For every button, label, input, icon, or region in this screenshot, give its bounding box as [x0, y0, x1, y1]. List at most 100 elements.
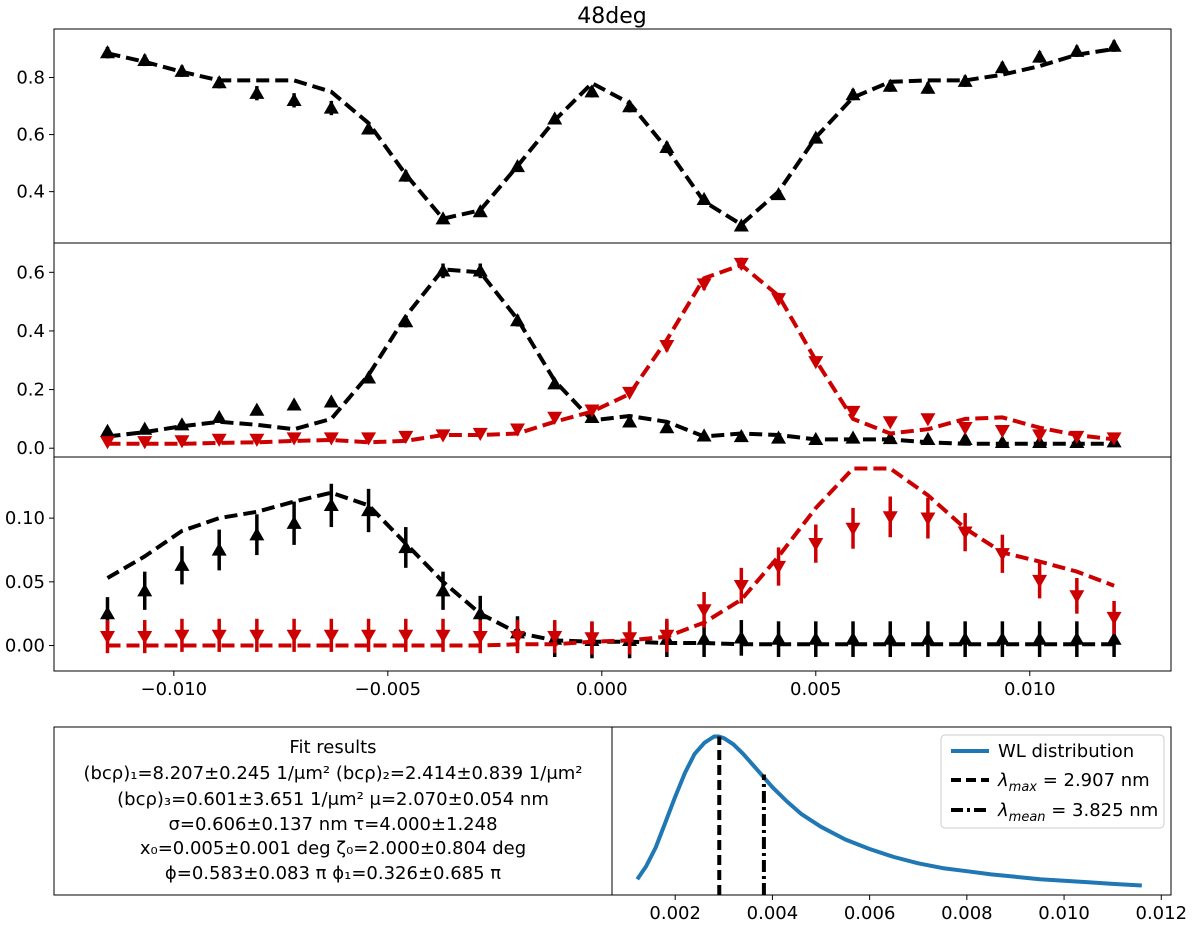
panel3-red-data-point	[771, 560, 787, 575]
panel2-ytick-label: 0.0	[16, 438, 45, 459]
panel3-black-data-point	[957, 631, 973, 645]
fit-results-line-5: ϕ=0.583±0.083 π ϕ₁=0.326±0.685 π	[165, 863, 501, 884]
wl_panel-xtick-label: 0.002	[649, 903, 701, 924]
panel2-red-data-point	[1032, 429, 1048, 443]
wl-legend: WL distribution λmax = 2.907 nm λmean = …	[940, 734, 1165, 829]
fit-results-line-2: (bᴄρ)₃=0.601±3.651 1/μm² μ=2.070±0.054 n…	[117, 789, 549, 810]
panel3-red-data-point	[1106, 611, 1122, 625]
panel3-xtick-label: 0.000	[576, 679, 628, 700]
panel3-red-data-point	[323, 629, 339, 643]
panel3-red-data-point	[249, 629, 265, 643]
panel1-fit-line	[107, 47, 1115, 227]
panel2-black-data-point	[659, 420, 675, 434]
wl_panel-xtick-label: 0.010	[1038, 903, 1090, 924]
panel2-black-data-point	[99, 423, 115, 437]
panel3-red-data-point	[808, 537, 824, 552]
panel2-black-data-point	[323, 394, 339, 408]
panel2-red-data-point	[361, 432, 377, 446]
panel2-ytick-label: 0.2	[16, 380, 45, 401]
panel3-black-data-point	[920, 631, 936, 645]
panel3-black-data-point	[211, 542, 227, 556]
panel3-red-data-point	[696, 604, 712, 618]
panel-top-frame	[53, 28, 1172, 244]
panel1-data-point	[994, 60, 1010, 74]
legend-lambda-max-sub: max	[1009, 780, 1038, 795]
panel-middle: 0.0 0.2 0.4 0.6	[16, 242, 1172, 459]
panel2-red-data-point	[137, 436, 153, 450]
fit-results-title: Fit results	[289, 737, 376, 758]
wl_panel-xtick-label: 0.012	[1136, 903, 1188, 924]
panel3-black-data-point	[733, 630, 749, 644]
panel-bottom: 0.00 0.05 0.10 −0.010 −0.005 0.000 0.005 0.010	[5, 456, 1172, 700]
wl-distribution-panel: 0.002 0.004 0.006 0.008 0.010 0.012 WL distri…	[611, 726, 1188, 924]
panel1-data-point	[435, 211, 451, 225]
panel3-black-data-point	[323, 497, 339, 512]
panel3-red-data-point	[99, 630, 115, 645]
panel3-red-data-point	[286, 629, 302, 643]
panel2-black-data-point	[249, 402, 265, 416]
panel3-red-data-point	[733, 580, 749, 594]
panel2-ytick-label: 0.4	[16, 321, 45, 342]
fit-results-box: Fit results (bᴄρ)₁=8.207±0.245 1/μm² (bᴄ…	[53, 726, 613, 896]
wl-panel-frame	[611, 726, 1172, 896]
panel3-red-data-point	[398, 629, 414, 643]
panel3-red-data-point	[845, 522, 861, 536]
panel2-black-data-point	[845, 430, 861, 444]
panel3-black-data-point	[435, 583, 451, 597]
panel3-black-data-point	[994, 631, 1010, 645]
panel3-red-data-point	[1032, 574, 1048, 589]
panel-bottom-frame	[53, 456, 1172, 672]
panel3-black-data-point	[1106, 631, 1122, 645]
panel3-xtick-label: −0.010	[141, 679, 208, 700]
panel3-ytick-label: 0.00	[5, 636, 45, 657]
panel3-red-data-point	[472, 630, 488, 645]
panel2-red-data-point	[174, 435, 190, 449]
panel3-ytick-label: 0.10	[5, 508, 45, 529]
panel3-black-data-point	[1069, 631, 1085, 645]
wl-legend-frame	[940, 734, 1165, 829]
panel3-black-data-point	[361, 503, 377, 517]
fit-results-line-1: (bᴄρ)₁=8.207±0.245 1/μm² (bᴄρ)₂=2.414±0.…	[83, 763, 582, 784]
panel3-black-data-point	[137, 583, 153, 597]
panel2-red-data-point	[249, 433, 265, 447]
panel-top: 0.4 0.6 0.8	[16, 28, 1172, 244]
legend-lambda-mean-symbol: λ	[997, 800, 1009, 821]
legend-lambda-max-value: = 2.907 nm	[1037, 770, 1150, 791]
wl_panel-xtick-label: 0.006	[844, 903, 896, 924]
panel3-red-data-point	[920, 512, 936, 526]
panel2-red-data-point	[323, 432, 339, 446]
panel3-red-data-point	[361, 629, 377, 643]
panel1-data-point	[1106, 38, 1122, 52]
panel2-red-data-point	[771, 293, 787, 307]
panel1-data-point	[957, 73, 973, 87]
panel3-black-data-point	[845, 631, 861, 645]
panel3-red-data-point	[211, 629, 227, 643]
panel3-red-data-point	[137, 630, 153, 645]
panel3-black-data-point	[771, 631, 787, 645]
panel1-data-point	[323, 100, 339, 114]
panel1-data-point	[1032, 49, 1048, 63]
panel1-data-point	[920, 80, 936, 94]
fit-results-line-3: σ=0.606±0.137 nm τ=4.000±1.248	[168, 814, 497, 835]
legend-label-lambda-max: λmax = 2.907 nm	[997, 770, 1150, 795]
legend-lambda-mean-value: = 3.825 nm	[1046, 800, 1159, 821]
panel3-red-data-point	[1069, 590, 1085, 604]
panel-middle-frame	[53, 242, 1172, 458]
panel3-black-data-point	[286, 515, 302, 529]
wl_panel-wl-distribution-line	[635, 734, 1142, 888]
panel1-data-point	[733, 218, 749, 232]
panel2-black-data-point	[286, 397, 302, 411]
panel2-red-fit-line	[107, 263, 1115, 446]
panel2-black-data-point	[733, 428, 749, 443]
panel3-red-data-point	[435, 629, 451, 643]
panel2-red-data-point	[994, 424, 1010, 439]
panel3-black-data-point	[99, 606, 115, 620]
panel1-data-point	[249, 85, 265, 99]
panel2-red-data-point	[920, 413, 936, 427]
panel2-black-fit-line	[107, 267, 1115, 446]
panel2-red-data-point	[99, 436, 115, 450]
panel3-red-data-point	[547, 630, 563, 645]
panel3-xtick-label: 0.010	[1004, 679, 1056, 700]
panel3-black-data-point	[808, 631, 824, 645]
